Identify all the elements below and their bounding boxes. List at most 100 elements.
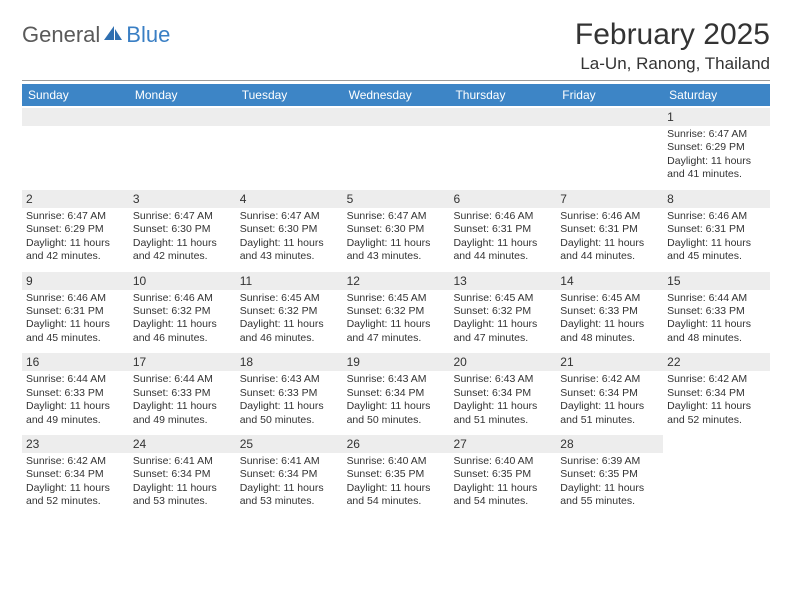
day-line-day1: Daylight: 11 hours [133, 400, 232, 413]
day-line-day1: Daylight: 11 hours [26, 482, 125, 495]
day-line-day2: and 46 minutes. [133, 332, 232, 345]
day-details: Sunrise: 6:42 AMSunset: 6:34 PMDaylight:… [667, 373, 766, 427]
day-number: 13 [449, 272, 556, 290]
day-line-day1: Daylight: 11 hours [240, 237, 339, 250]
day-line-sunset: Sunset: 6:33 PM [133, 387, 232, 400]
day-line-day1: Daylight: 11 hours [560, 237, 659, 250]
day-details: Sunrise: 6:41 AMSunset: 6:34 PMDaylight:… [133, 455, 232, 509]
day-details: Sunrise: 6:44 AMSunset: 6:33 PMDaylight:… [26, 373, 125, 427]
day-line-day1: Daylight: 11 hours [667, 237, 766, 250]
day-number: 22 [663, 353, 770, 371]
logo-text-blue: Blue [126, 22, 170, 48]
day-number: 27 [449, 435, 556, 453]
day-line-day1: Daylight: 11 hours [240, 482, 339, 495]
day-cell [449, 106, 556, 188]
month-title: February 2025 [575, 18, 770, 52]
day-details: Sunrise: 6:47 AMSunset: 6:30 PMDaylight:… [347, 210, 446, 264]
day-details: Sunrise: 6:44 AMSunset: 6:33 PMDaylight:… [133, 373, 232, 427]
day-number: 11 [236, 272, 343, 290]
day-line-sunrise: Sunrise: 6:42 AM [560, 373, 659, 386]
day-line-sunset: Sunset: 6:31 PM [667, 223, 766, 236]
day-line-day2: and 44 minutes. [560, 250, 659, 263]
day-line-sunrise: Sunrise: 6:47 AM [133, 210, 232, 223]
day-details: Sunrise: 6:40 AMSunset: 6:35 PMDaylight:… [453, 455, 552, 509]
day-details: Sunrise: 6:46 AMSunset: 6:32 PMDaylight:… [133, 292, 232, 346]
day-details: Sunrise: 6:45 AMSunset: 6:32 PMDaylight:… [347, 292, 446, 346]
sail-icon [102, 24, 124, 47]
blank-daynum-bar [129, 108, 236, 126]
day-number: 20 [449, 353, 556, 371]
day-details: Sunrise: 6:45 AMSunset: 6:33 PMDaylight:… [560, 292, 659, 346]
day-cell: 8Sunrise: 6:46 AMSunset: 6:31 PMDaylight… [663, 188, 770, 270]
day-line-sunset: Sunset: 6:29 PM [26, 223, 125, 236]
day-line-day2: and 44 minutes. [453, 250, 552, 263]
day-cell: 22 Sunrise: 6:42 AMSunset: 6:34 PMDayligh… [663, 351, 770, 433]
day-line-day1: Daylight: 11 hours [347, 400, 446, 413]
day-cell: 21Sunrise: 6:42 AMSunset: 6:34 PMDayligh… [556, 351, 663, 433]
day-details: Sunrise: 6:43 AMSunset: 6:34 PMDaylight:… [453, 373, 552, 427]
day-details: Sunrise: 6:44 AMSunset: 6:33 PMDaylight:… [667, 292, 766, 346]
day-line-day2: and 42 minutes. [26, 250, 125, 263]
day-line-day2: and 45 minutes. [26, 332, 125, 345]
day-line-day1: Daylight: 11 hours [560, 400, 659, 413]
day-number: 2 [22, 190, 129, 208]
day-line-day1: Daylight: 11 hours [240, 318, 339, 331]
day-line-day2: and 50 minutes. [240, 414, 339, 427]
day-details: Sunrise: 6:47 AMSunset: 6:29 PMDaylight:… [26, 210, 125, 264]
day-line-day2: and 43 minutes. [240, 250, 339, 263]
day-number: 6 [449, 190, 556, 208]
day-number: 26 [343, 435, 450, 453]
dayheader-monday: Monday [129, 88, 236, 102]
day-cell: 16 Sunrise: 6:44 AMSunset: 6:33 PMDayligh… [22, 351, 129, 433]
day-cell: 25Sunrise: 6:41 AMSunset: 6:34 PMDayligh… [236, 433, 343, 515]
day-details: Sunrise: 6:47 AMSunset: 6:30 PMDaylight:… [133, 210, 232, 264]
day-cell: 14Sunrise: 6:45 AMSunset: 6:33 PMDayligh… [556, 270, 663, 352]
day-line-sunrise: Sunrise: 6:40 AM [453, 455, 552, 468]
day-line-sunset: Sunset: 6:31 PM [453, 223, 552, 236]
day-line-day2: and 49 minutes. [26, 414, 125, 427]
day-line-day1: Daylight: 11 hours [347, 237, 446, 250]
day-number: 5 [343, 190, 450, 208]
day-line-day2: and 51 minutes. [560, 414, 659, 427]
day-line-day2: and 52 minutes. [667, 414, 766, 427]
day-cell: 12Sunrise: 6:45 AMSunset: 6:32 PMDayligh… [343, 270, 450, 352]
day-line-day1: Daylight: 11 hours [133, 318, 232, 331]
day-number: 16 [22, 353, 129, 371]
day-number: 9 [22, 272, 129, 290]
day-number: 15 [663, 272, 770, 290]
calendar-page: General Blue February 2025 La-Un, Ranong… [0, 0, 792, 525]
week-row: 16Sunrise: 6:44 AMSunset: 6:33 PMDayligh… [22, 351, 770, 433]
logo-text-general: General [22, 22, 100, 48]
day-line-sunrise: Sunrise: 6:47 AM [240, 210, 339, 223]
day-line-day1: Daylight: 11 hours [347, 318, 446, 331]
day-line-sunrise: Sunrise: 6:45 AM [560, 292, 659, 305]
day-details: Sunrise: 6:40 AMSunset: 6:35 PMDaylight:… [347, 455, 446, 509]
day-line-day2: and 53 minutes. [133, 495, 232, 508]
day-line-sunrise: Sunrise: 6:43 AM [453, 373, 552, 386]
day-cell: 4Sunrise: 6:47 AMSunset: 6:30 PMDaylight… [236, 188, 343, 270]
week-row: 9Sunrise: 6:46 AMSunset: 6:31 PMDaylight… [22, 270, 770, 352]
day-cell [129, 106, 236, 188]
day-line-sunrise: Sunrise: 6:41 AM [133, 455, 232, 468]
day-line-day1: Daylight: 11 hours [453, 400, 552, 413]
day-number: 8 [663, 190, 770, 208]
day-line-sunset: Sunset: 6:35 PM [453, 468, 552, 481]
day-number: 23 [22, 435, 129, 453]
day-cell: 15 Sunrise: 6:44 AMSunset: 6:33 PMDayligh… [663, 270, 770, 352]
day-line-sunset: Sunset: 6:35 PM [560, 468, 659, 481]
day-line-sunset: Sunset: 6:34 PM [26, 468, 125, 481]
day-line-sunrise: Sunrise: 6:43 AM [347, 373, 446, 386]
day-cell: 1Sunrise: 6:47 AMSunset: 6:29 PMDaylight… [663, 106, 770, 188]
day-line-day1: Daylight: 11 hours [453, 318, 552, 331]
day-cell: 24Sunrise: 6:41 AMSunset: 6:34 PMDayligh… [129, 433, 236, 515]
dayheader-wednesday: Wednesday [343, 88, 450, 102]
blank-daynum-bar [449, 108, 556, 126]
day-line-day2: and 47 minutes. [453, 332, 552, 345]
day-line-sunset: Sunset: 6:35 PM [347, 468, 446, 481]
day-line-sunset: Sunset: 6:30 PM [240, 223, 339, 236]
day-header-row: Sunday Monday Tuesday Wednesday Thursday… [22, 84, 770, 106]
day-number: 19 [343, 353, 450, 371]
day-line-day2: and 45 minutes. [667, 250, 766, 263]
day-line-day2: and 46 minutes. [240, 332, 339, 345]
day-cell: 3Sunrise: 6:47 AMSunset: 6:30 PMDaylight… [129, 188, 236, 270]
